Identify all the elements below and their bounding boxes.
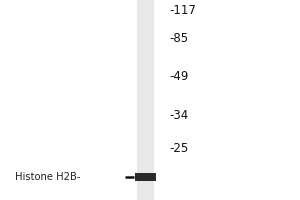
Text: -117: -117 xyxy=(169,3,196,17)
Text: -34: -34 xyxy=(169,109,189,122)
Bar xyxy=(137,0,154,200)
Text: -85: -85 xyxy=(169,31,189,45)
Bar xyxy=(135,173,156,181)
Text: Histone H2B-: Histone H2B- xyxy=(15,172,80,182)
Text: -49: -49 xyxy=(169,70,189,82)
Text: -25: -25 xyxy=(169,142,189,154)
